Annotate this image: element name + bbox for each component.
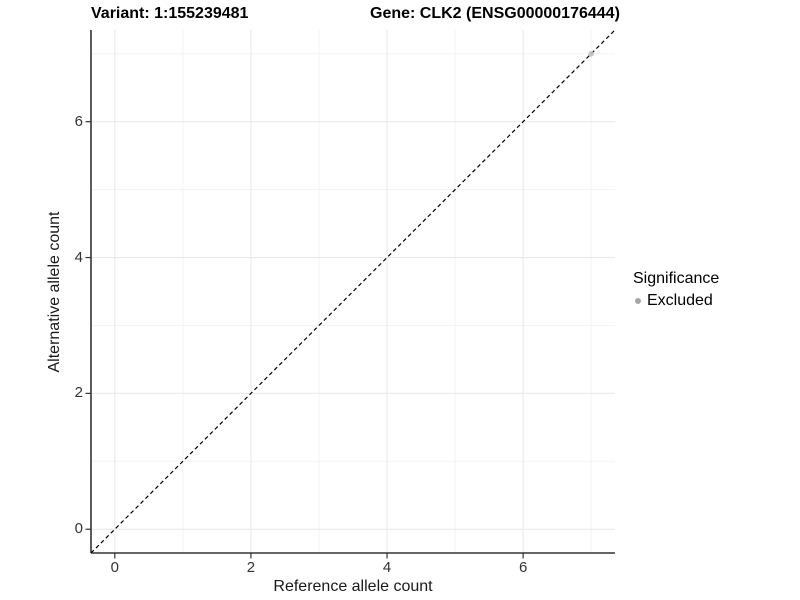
x-tick-label: 0 <box>110 559 119 576</box>
y-tick-label: 2 <box>74 384 83 402</box>
gene-title: Gene: CLK2 (ENSG00000176444) <box>370 5 620 22</box>
legend-item-excluded: Excluded <box>647 292 713 309</box>
excluded-point-icon <box>635 298 641 304</box>
variant-title: Variant: 1:155239481 <box>91 5 249 22</box>
data-point-excluded <box>588 50 594 57</box>
legend-title: Significance <box>633 270 720 287</box>
y-axis-title: Alternative allele count <box>46 211 63 373</box>
identity-line <box>90 29 616 554</box>
y-tick-label: 4 <box>74 248 83 266</box>
x-tick-label: 4 <box>382 559 392 576</box>
x-tick-label: 6 <box>518 559 528 576</box>
y-tick-label: 6 <box>74 112 83 130</box>
x-axis-title: Reference allele count <box>273 578 433 595</box>
x-tick-label: 2 <box>246 559 256 576</box>
y-tick-label: 0 <box>74 520 83 538</box>
